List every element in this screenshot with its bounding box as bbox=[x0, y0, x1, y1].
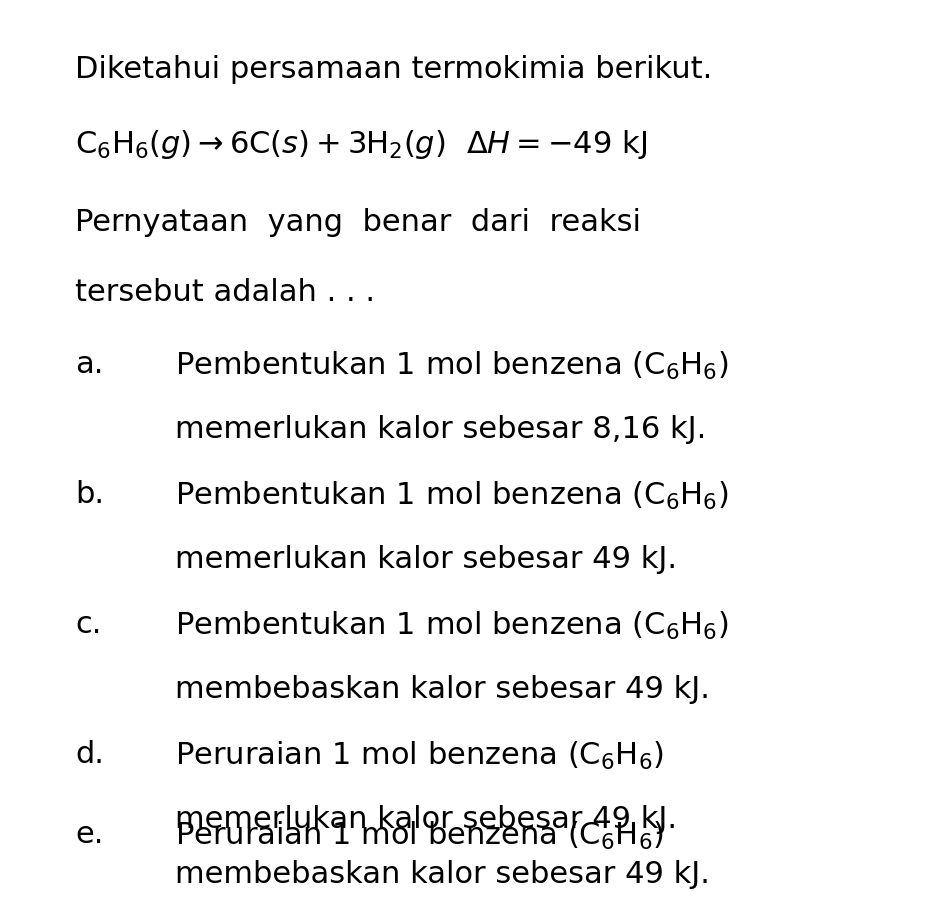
Text: memerlukan kalor sebesar 8,16 kJ.: memerlukan kalor sebesar 8,16 kJ. bbox=[175, 414, 707, 443]
Text: Pembentukan 1 mol benzena $(\mathregular{C}_6\mathregular{H}_6)$: Pembentukan 1 mol benzena $(\mathregular… bbox=[175, 610, 728, 641]
Text: a.: a. bbox=[75, 349, 104, 378]
Text: memerlukan kalor sebesar 49 kJ.: memerlukan kalor sebesar 49 kJ. bbox=[175, 804, 677, 833]
Text: e.: e. bbox=[75, 819, 104, 848]
Text: Diketahui persamaan termokimia berikut.: Diketahui persamaan termokimia berikut. bbox=[75, 55, 712, 84]
Text: b.: b. bbox=[75, 479, 104, 508]
Text: c.: c. bbox=[75, 610, 102, 638]
Text: Pembentukan 1 mol benzena $(\mathregular{C}_6\mathregular{H}_6)$: Pembentukan 1 mol benzena $(\mathregular… bbox=[175, 479, 728, 511]
Text: Pembentukan 1 mol benzena $(\mathregular{C}_6\mathregular{H}_6)$: Pembentukan 1 mol benzena $(\mathregular… bbox=[175, 349, 728, 382]
Text: d.: d. bbox=[75, 740, 104, 768]
Text: $\mathregular{C}_6\mathregular{H}_6(g) \rightarrow \mathregular{6C}(s) + \mathre: $\mathregular{C}_6\mathregular{H}_6(g) \… bbox=[75, 128, 648, 161]
Text: Peruraian 1 mol benzena $(\mathregular{C}_6\mathregular{H}_6)$: Peruraian 1 mol benzena $(\mathregular{C… bbox=[175, 819, 664, 852]
Text: Pernyataan  yang  benar  dari  reaksi: Pernyataan yang benar dari reaksi bbox=[75, 208, 641, 237]
Text: tersebut adalah . . .: tersebut adalah . . . bbox=[75, 278, 375, 307]
Text: membebaskan kalor sebesar 49 kJ.: membebaskan kalor sebesar 49 kJ. bbox=[175, 859, 709, 888]
Text: Peruraian 1 mol benzena $(\mathregular{C}_6\mathregular{H}_6)$: Peruraian 1 mol benzena $(\mathregular{C… bbox=[175, 740, 664, 771]
Text: membebaskan kalor sebesar 49 kJ.: membebaskan kalor sebesar 49 kJ. bbox=[175, 675, 709, 703]
Text: memerlukan kalor sebesar 49 kJ.: memerlukan kalor sebesar 49 kJ. bbox=[175, 545, 677, 573]
